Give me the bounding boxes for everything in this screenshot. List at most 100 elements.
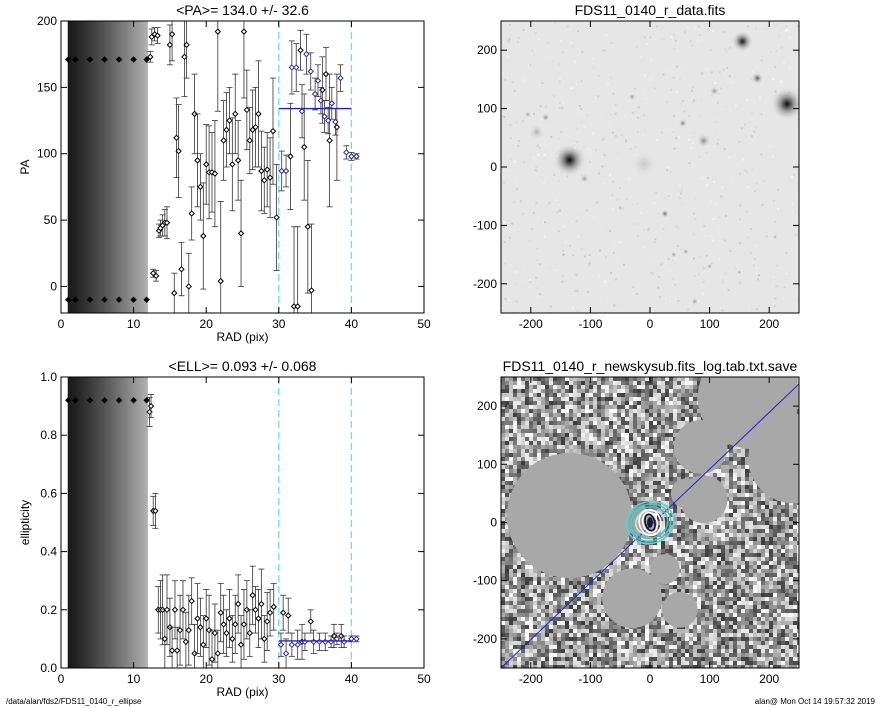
- y-axis-label: ellipticity: [18, 500, 32, 545]
- source-blob: [579, 173, 590, 184]
- data-point: [266, 174, 274, 181]
- data-point: [249, 592, 256, 599]
- x-axis-label: RAD (pix): [216, 330, 268, 344]
- x-tick-label: 10: [127, 672, 141, 686]
- source-blob: [678, 119, 687, 128]
- y-tick-label: 0: [490, 160, 497, 174]
- x-tick-label: 20: [200, 672, 214, 686]
- y-tick-label: 100: [477, 102, 497, 116]
- data-point: [327, 638, 335, 646]
- y-tick-label: 200: [477, 43, 497, 57]
- masked-region: [506, 452, 633, 579]
- data-point: [143, 296, 150, 303]
- masked-region: [673, 420, 728, 474]
- data-point: [223, 629, 230, 637]
- source-blob: [541, 113, 550, 122]
- x-tick-label: 30: [272, 317, 286, 331]
- data-point: [332, 118, 339, 126]
- x-tick-label: 0: [58, 672, 65, 686]
- data-point: [293, 64, 300, 71]
- data-point: [188, 210, 195, 217]
- data-point: [255, 110, 262, 118]
- data-point: [234, 600, 242, 608]
- series-1: [278, 33, 360, 192]
- data-point: [188, 597, 195, 605]
- plot-area: [65, 377, 360, 668]
- y-tick-label: 0.8: [40, 428, 57, 442]
- x-axis-label: RAD (pix): [216, 685, 268, 699]
- x-tick-label: 50: [417, 672, 431, 686]
- data-point: [115, 296, 123, 303]
- data-point: [246, 629, 253, 637]
- data-point: [310, 638, 317, 646]
- data-point: [266, 609, 274, 616]
- data-point: [279, 609, 287, 616]
- data-point: [294, 641, 301, 648]
- data-point: [208, 656, 216, 663]
- data-point: [308, 287, 315, 294]
- data-point: [321, 113, 328, 120]
- y-ticks: -200 -100 0 100 200: [473, 43, 799, 291]
- data-point: [278, 167, 285, 175]
- data-point: [194, 615, 201, 622]
- data-point: [65, 296, 72, 303]
- y-tick-label: 100: [477, 457, 497, 471]
- data-point: [311, 90, 319, 98]
- x-ticks: -200 -100 0 100 200: [519, 377, 780, 686]
- source-blob: [682, 248, 689, 255]
- data-point: [282, 650, 290, 657]
- data-point: [166, 41, 174, 49]
- masked-region: [650, 554, 680, 584]
- y-axis-label: PA: [18, 159, 32, 174]
- data-point: [343, 149, 350, 156]
- data-point: [326, 137, 333, 144]
- image-panel-sky-image: -200 -100 0 100 200 -200 -100 0 100 200 FDS11_0140…: [473, 358, 800, 686]
- source-blob: [706, 263, 713, 270]
- footer-timestamp: alan@ Mon Oct 14 19:57:32 2019: [754, 697, 875, 706]
- data-point: [171, 289, 178, 297]
- data-point: [240, 28, 248, 35]
- data-point: [240, 621, 248, 628]
- data-point: [269, 127, 277, 135]
- source-blob: [709, 86, 720, 96]
- y-tick-label: -200: [473, 277, 497, 291]
- data-point: [285, 612, 292, 619]
- x-tick-label: -100: [578, 317, 602, 331]
- data-point: [322, 638, 329, 646]
- x-tick-label: 20: [200, 317, 214, 331]
- data-point: [101, 296, 108, 303]
- profile-panel-pa: 0 10 20 30 40 50 0 50 100 150 200 <PA>= 134.0 +/- 3…: [18, 2, 431, 344]
- data-point: [115, 56, 123, 63]
- isophote-ellipse: [628, 503, 672, 542]
- x-ticks: 0 10 20 30 40 50: [58, 377, 431, 686]
- data-point: [277, 641, 285, 648]
- data-point: [348, 153, 355, 160]
- data-point: [258, 600, 265, 608]
- data-point: [171, 606, 179, 614]
- data-point: [288, 641, 296, 648]
- masked-region: [670, 478, 701, 509]
- x-tick-label: 200: [759, 317, 779, 331]
- data-point: [317, 97, 325, 104]
- y-tick-label: 1.0: [40, 370, 57, 384]
- data-point: [252, 123, 259, 131]
- data-point: [86, 397, 94, 404]
- data-point: [287, 153, 294, 160]
- data-point: [214, 650, 222, 657]
- y-tick-label: 0.2: [40, 603, 57, 617]
- data-point: [237, 230, 245, 237]
- data-point: [226, 615, 233, 622]
- image-title: FDS11_0140_r_newskysub.fits_log.tab.txt.…: [503, 358, 798, 374]
- galaxy-core: [647, 517, 653, 528]
- data-point: [232, 621, 239, 628]
- isophote-ellipse: [625, 500, 675, 545]
- data-point: [200, 232, 207, 240]
- masked-region: [661, 591, 698, 628]
- data-point: [303, 50, 310, 58]
- data-point: [178, 265, 185, 273]
- masked-region: [602, 568, 662, 628]
- data-point: [263, 166, 271, 173]
- y-tick-label: -100: [473, 218, 497, 232]
- axes-frame: [60, 20, 425, 314]
- data-point: [316, 638, 323, 646]
